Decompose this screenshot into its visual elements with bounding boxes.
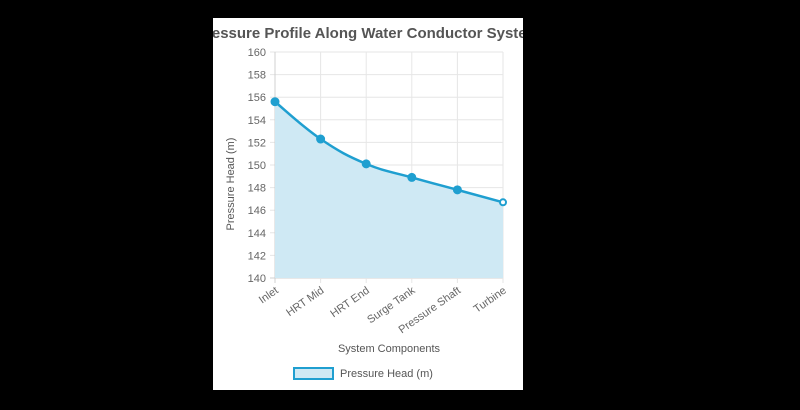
data-point[interactable]: [499, 198, 507, 207]
series-area-fill: [275, 101, 503, 278]
y-tick-label: 148: [248, 183, 266, 195]
x-tick-label: Turbine: [472, 285, 509, 316]
y-tick-label: 144: [248, 228, 266, 240]
x-axis-title: System Components: [338, 343, 441, 355]
y-tick-label: 154: [248, 115, 266, 127]
data-point[interactable]: [452, 185, 462, 195]
y-tick-label: 140: [248, 273, 266, 285]
chart-title: Pressure Profile Along Water Conductor S…: [213, 25, 523, 42]
points-layer: [270, 97, 507, 207]
y-tick-label: 158: [248, 70, 266, 82]
chart-card: Pressure Profile Along Water Conductor S…: [213, 18, 523, 390]
y-tick-label: 156: [248, 92, 266, 104]
y-axis-title: Pressure Head (m): [225, 138, 237, 231]
data-point[interactable]: [316, 134, 326, 144]
legend-swatch: [293, 367, 334, 380]
x-tick-label: HRT End: [328, 285, 372, 321]
x-tick-label: Inlet: [257, 285, 281, 307]
data-point[interactable]: [270, 97, 280, 107]
chart-svg: Pressure Profile Along Water Conductor S…: [213, 25, 523, 380]
series-line: [274, 100, 504, 204]
x-tick-label: HRT Mid: [284, 285, 326, 319]
y-tick-label: 150: [248, 160, 266, 172]
y-tick-label: 152: [248, 137, 266, 149]
y-tick-label: 160: [248, 47, 266, 59]
y-tick-label: 146: [248, 205, 266, 217]
legend-label: Pressure Head (m): [340, 368, 433, 380]
y-tick-label: 142: [248, 250, 266, 262]
data-point[interactable]: [361, 159, 371, 169]
data-point[interactable]: [407, 172, 417, 182]
y-tick-labels: 140 142 144 146 148 150 152 154 156 158 160: [248, 47, 266, 285]
legend[interactable]: Pressure Head (m): [293, 367, 433, 380]
